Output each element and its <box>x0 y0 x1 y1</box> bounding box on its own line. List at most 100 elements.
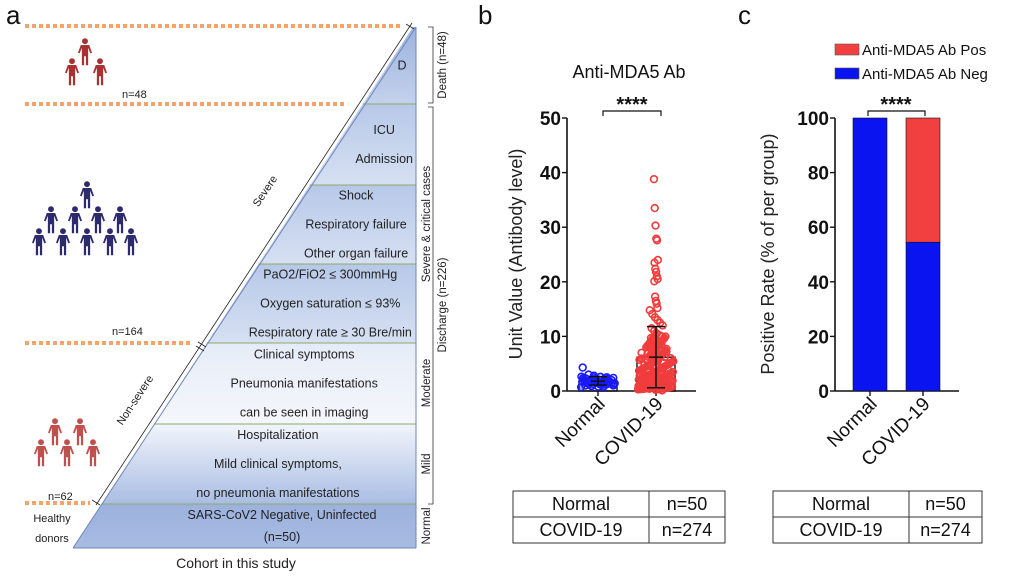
tier-text-critical: Shock <box>339 189 374 203</box>
severe-people-icons <box>32 181 138 256</box>
healthy-label-line1: Healthy <box>33 513 71 525</box>
data-point <box>583 378 592 387</box>
pyramid-slope <box>72 26 417 549</box>
data-point <box>662 371 671 380</box>
data-point <box>658 321 667 330</box>
marks-b <box>576 174 678 395</box>
tier-text-normal: SARS-CoV2 Negative, Uninfected <box>188 508 377 522</box>
person-icon <box>80 228 94 256</box>
significance-c: **** <box>880 94 911 116</box>
data-point <box>642 343 651 352</box>
y-tick-label: 60 <box>808 218 829 239</box>
data-point <box>660 362 669 371</box>
data-point <box>637 354 646 363</box>
y-tick-label: 0 <box>818 382 829 403</box>
person-icon <box>65 58 79 86</box>
significance-bracket-b <box>602 110 662 116</box>
pyramid-caption: Cohort in this study <box>176 555 296 571</box>
person-icon <box>60 439 74 467</box>
tier-mild <box>101 424 416 504</box>
table-cell-n: n=274 <box>662 520 713 540</box>
y-tick-label: 50 <box>540 109 561 130</box>
legend-label: Anti-MDA5 Ab Pos <box>862 42 986 59</box>
tier-text-icu: Admission <box>355 152 413 166</box>
person-icon <box>48 418 62 446</box>
table-cell-group: Normal <box>812 494 870 514</box>
tier-text-moderate: can be seen in imaging <box>240 406 369 420</box>
person-icon <box>56 228 70 256</box>
legend-swatch <box>834 43 860 56</box>
count-death: n=48 <box>122 89 147 101</box>
pyramid: D ICU Admission Shock Respiratory failure Oth… <box>73 27 417 549</box>
significance-b: **** <box>616 94 647 116</box>
tier-text-moderate: Pneumonia manifestations <box>231 377 378 391</box>
person-icon <box>124 228 138 256</box>
bracket-cap-top <box>405 23 415 30</box>
data-point <box>652 299 661 308</box>
tier-critical <box>258 185 416 264</box>
legend-label: Anti-MDA5 Ab Neg <box>862 66 988 83</box>
panel-letter-b: b <box>478 0 492 30</box>
side-label-severe-critical: Severe & critical cases <box>421 166 433 283</box>
data-point <box>651 221 660 230</box>
tier-text-death: D <box>397 59 406 73</box>
tier-text-critical: Other organ failure <box>304 247 408 261</box>
side-label-normal: Normal <box>421 507 433 544</box>
table-cell-group: COVID-19 <box>799 520 882 540</box>
person-icon <box>80 181 94 209</box>
n-table-b: Normal n=50 COVID-19 n=274 <box>512 490 726 544</box>
side-label-discharge: Discharge (n=226) <box>437 257 449 352</box>
bracket-divider-2 <box>197 341 207 348</box>
legend-swatch <box>834 67 860 80</box>
data-point <box>652 236 662 245</box>
bar-segment <box>905 241 941 392</box>
healthy-label-line2: donors <box>35 533 69 545</box>
tier-text-icu: ICU <box>373 123 395 137</box>
side-label-mild: Mild <box>421 453 433 474</box>
tier-text-severe: PaO2/FiO2 ≤ 300mmHg <box>263 268 397 282</box>
person-icon <box>86 439 100 467</box>
count-non-severe: n=62 <box>48 491 73 503</box>
slope-label-non-severe: Non-severe <box>115 373 156 427</box>
person-icon <box>91 206 105 234</box>
person-icon <box>34 439 48 467</box>
side-label-death: Death (n=48) <box>437 31 449 99</box>
tier-text-mild: Hospitalization <box>237 428 318 442</box>
panel-a: a D ICU Admission Shock Respiratory failure O… <box>6 0 449 571</box>
person-icon <box>73 418 87 446</box>
side-brackets <box>428 26 434 505</box>
tier-normal <box>73 504 416 548</box>
y-tick-label: 20 <box>808 327 829 348</box>
data-point <box>668 376 677 385</box>
data-point <box>653 303 662 313</box>
y-axis-label-c: Positive Rate (% of per group) <box>758 133 778 374</box>
data-point <box>648 334 657 344</box>
tier-icu <box>309 104 416 185</box>
tier-text-normal: (n=50) <box>264 530 300 544</box>
tier-text-mild: Mild clinical symptoms, <box>214 457 342 471</box>
y-tick-label: 20 <box>540 273 561 294</box>
panel-b: b Anti-MDA5 Ab **** 0 10 20 30 40 50 Normal COV… <box>478 0 726 544</box>
y-tick-label: 40 <box>808 273 829 294</box>
y-tick-label: 0 <box>550 382 561 403</box>
person-icon <box>32 228 46 256</box>
data-point <box>645 351 655 360</box>
table-cell-n: n=50 <box>925 494 966 514</box>
tier-text-critical: Respiratory failure <box>305 218 406 232</box>
tier-text-moderate: Clinical symptoms <box>254 348 355 362</box>
person-icon <box>44 206 58 234</box>
y-tick-label: 100 <box>797 109 829 130</box>
tier-moderate <box>153 343 416 424</box>
table-cell-n: n=50 <box>667 494 708 514</box>
data-point <box>640 384 649 393</box>
slope-label-severe: Severe <box>251 173 280 209</box>
data-point <box>601 373 610 383</box>
table-cell-group: COVID-19 <box>539 520 622 540</box>
table-cell-n: n=274 <box>920 520 971 540</box>
data-point <box>634 366 644 375</box>
side-label-moderate: Moderate <box>421 359 433 408</box>
data-point <box>576 383 586 392</box>
bracket-divider <box>195 345 205 352</box>
